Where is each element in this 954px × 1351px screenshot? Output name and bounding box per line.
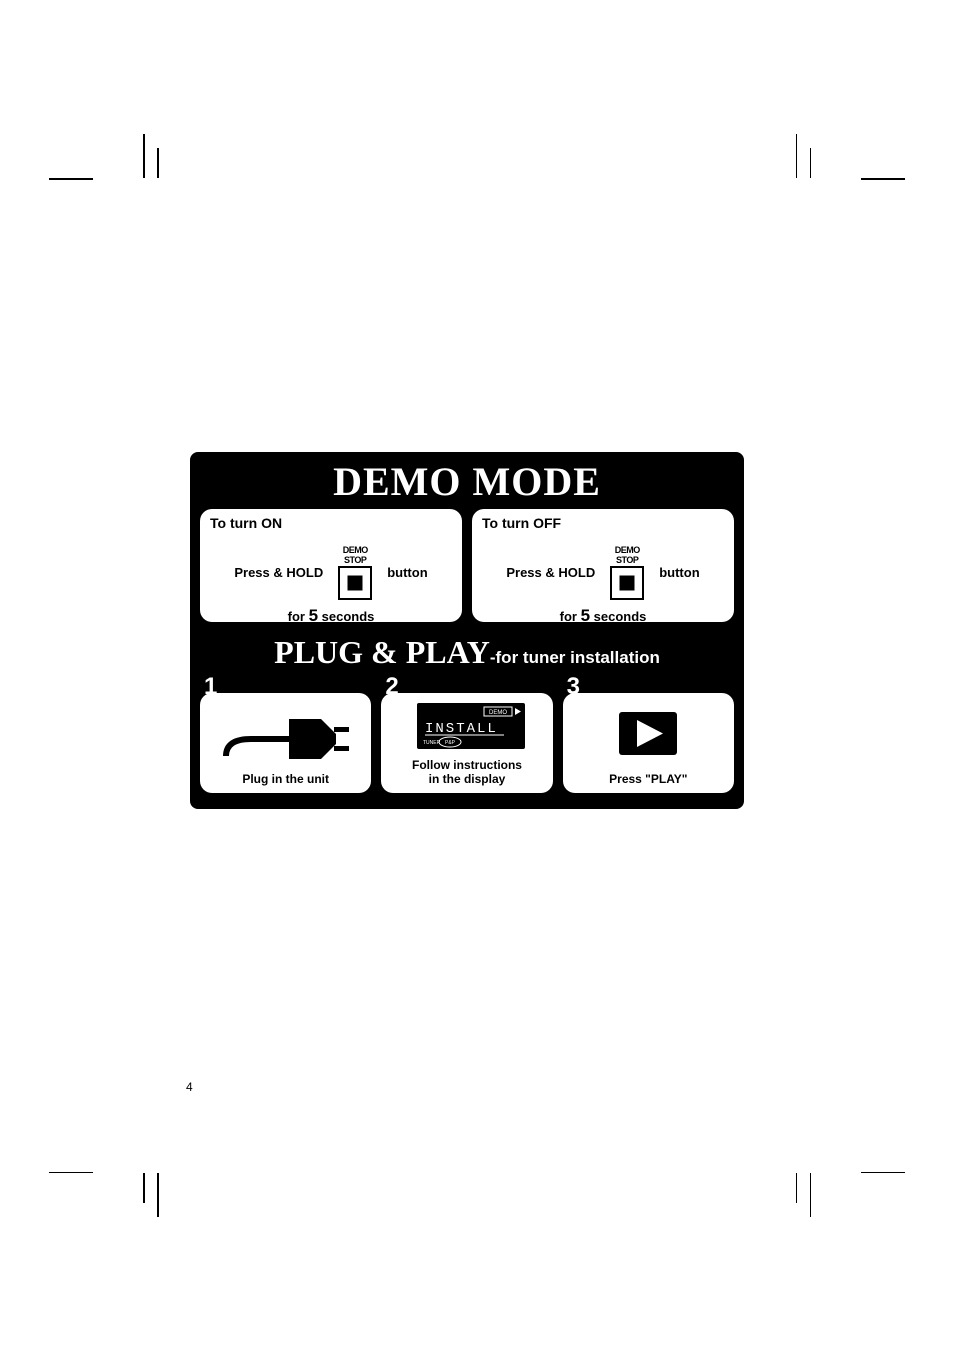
plug-play-steps: 1 Plug in the unit 2 bbox=[190, 675, 744, 803]
display-icon: DEMO INSTALL TUNER P&P bbox=[381, 693, 552, 759]
demo-stop-caption: DEMO STOP bbox=[331, 545, 379, 565]
step-1-number: 1 bbox=[204, 673, 217, 701]
demo-card-on: To turn ON Press & HOLD DEMO STOP button… bbox=[200, 509, 462, 622]
step-2-number: 2 bbox=[385, 673, 398, 701]
demo-off-footer-number: 5 bbox=[581, 606, 590, 625]
demo-stop-button-icon: DEMO STOP bbox=[603, 545, 651, 600]
step-2-card: DEMO INSTALL TUNER P&P Follow instructio… bbox=[381, 693, 552, 793]
demo-cards-row: To turn ON Press & HOLD DEMO STOP button… bbox=[190, 505, 744, 622]
step-1: 1 Plug in the unit bbox=[200, 679, 371, 793]
demo-on-footer-prefix: for bbox=[288, 609, 309, 624]
demo-on-header: To turn ON bbox=[210, 515, 452, 531]
demo-on-footer-number: 5 bbox=[309, 606, 318, 625]
plug-play-title-main: PLUG & PLAY bbox=[274, 634, 490, 670]
step-1-card: Plug in the unit bbox=[200, 693, 371, 793]
demo-off-button-label: button bbox=[659, 565, 699, 580]
demo-stop-button-icon: DEMO STOP bbox=[331, 545, 379, 600]
stop-icon bbox=[338, 566, 372, 600]
demo-on-header-prefix: To turn bbox=[210, 515, 261, 531]
step-3-number: 3 bbox=[567, 673, 580, 701]
stop-icon bbox=[610, 566, 644, 600]
step-2: 2 DEMO INSTALL TUNER P&P bbox=[381, 679, 552, 793]
play-icon bbox=[563, 693, 734, 773]
demo-off-header: To turn OFF bbox=[482, 515, 724, 531]
demo-stop-caption: DEMO STOP bbox=[603, 545, 651, 565]
demo-off-footer-prefix: for bbox=[560, 609, 581, 624]
demo-on-press-label: Press & HOLD bbox=[234, 565, 323, 580]
demo-on-footer: for 5 seconds bbox=[210, 606, 452, 626]
page-number: 4 bbox=[186, 1080, 193, 1094]
demo-on-button-label: button bbox=[387, 565, 427, 580]
plug-play-title-sub: -for tuner installation bbox=[490, 648, 660, 667]
demo-off-footer: for 5 seconds bbox=[482, 606, 724, 626]
demo-card-off: To turn OFF Press & HOLD DEMO STOP butto… bbox=[472, 509, 734, 622]
step-2-caption: Follow instructions in the display bbox=[412, 759, 522, 787]
demo-on-footer-suffix: seconds bbox=[318, 609, 374, 624]
demo-off-press-label: Press & HOLD bbox=[506, 565, 595, 580]
step-3-card: Press "PLAY" bbox=[563, 693, 734, 793]
step-3-caption: Press "PLAY" bbox=[609, 773, 687, 787]
svg-text:DEMO: DEMO bbox=[489, 710, 507, 716]
demo-on-header-state: ON bbox=[261, 515, 282, 531]
plug-play-title: PLUG & PLAY-for tuner installation bbox=[190, 622, 744, 675]
demo-off-header-state: OFF bbox=[533, 515, 561, 531]
demo-off-footer-suffix: seconds bbox=[590, 609, 646, 624]
svg-text:P&P: P&P bbox=[445, 740, 456, 746]
step-3: 3 Press "PLAY" bbox=[563, 679, 734, 793]
demo-off-header-prefix: To turn bbox=[482, 515, 533, 531]
step-1-caption: Plug in the unit bbox=[242, 773, 329, 787]
instruction-panel: DEMO MODE To turn ON Press & HOLD DEMO S… bbox=[190, 452, 744, 809]
plug-icon bbox=[200, 693, 371, 773]
demo-mode-title: DEMO MODE bbox=[190, 452, 744, 505]
svg-text:TUNER: TUNER bbox=[423, 740, 441, 746]
